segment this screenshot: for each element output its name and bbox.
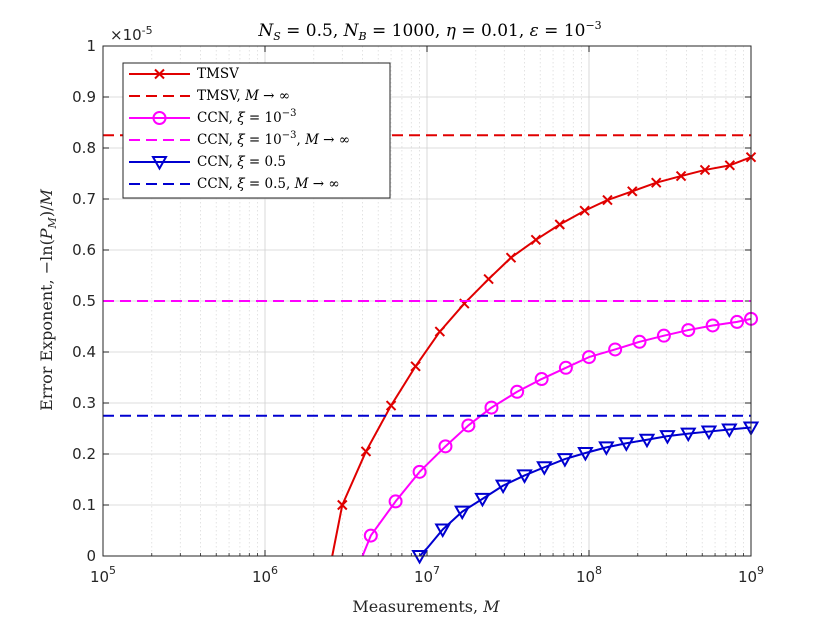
series-4 — [411, 421, 760, 565]
series-2-point-4 — [461, 418, 476, 433]
x-axis-label: Measurements, M — [352, 597, 500, 616]
series-0 — [331, 151, 757, 557]
legend-samples — [129, 68, 190, 185]
y-axis-ticks: 0 0.1 0.2 0.3 0.4 0.5 0.6 0.7 0.8 0.9 1 — [72, 37, 751, 565]
series-2-point-2 — [412, 464, 427, 479]
series-4-point-11 — [638, 433, 656, 449]
y-tick-label: 0 — [86, 547, 96, 565]
legend: TMSV TMSV, M → ∞ CCN, ξ = 10−3 CCN, ξ = … — [122, 62, 391, 199]
series-0-point-7 — [505, 252, 517, 263]
series-2-point-13 — [681, 323, 696, 338]
y-axis-label: Error Exponent, −ln(PM)/M — [37, 189, 59, 411]
series-0-point-10 — [579, 205, 590, 216]
series-0-point-4 — [434, 326, 446, 337]
y-tick-label: 0.3 — [72, 394, 96, 412]
series-0-point-15 — [699, 164, 711, 176]
series-0-point-13 — [651, 177, 662, 188]
series-2-point-5 — [484, 400, 499, 415]
y-tick-label: 1 — [86, 37, 96, 55]
legend-label-ccn-xi-1e-3: CCN, ξ = 10−3 — [197, 108, 296, 126]
x-tick-label: 107 — [414, 564, 440, 586]
series-0-point-9 — [554, 219, 565, 230]
legend-marker-2 — [152, 111, 167, 125]
y-tick-label: 0.5 — [72, 292, 96, 310]
series-4-point-7 — [556, 453, 574, 468]
series-4-point-15 — [721, 423, 738, 439]
series-2 — [361, 311, 758, 557]
legend-box — [122, 62, 391, 199]
series-4-point-10 — [618, 437, 635, 452]
series-0-point-0 — [337, 499, 348, 511]
series-0-point-1 — [360, 446, 372, 457]
legend-label-tmsv: TMSV — [197, 66, 239, 82]
series-0-point-16 — [724, 160, 736, 171]
series-0-point-12 — [627, 186, 638, 197]
x-axis-ticks: 105 106 107 108 109 — [90, 46, 764, 586]
legend-label-ccn-xi-0.5: CCN, ξ = 0.5 — [197, 154, 286, 170]
series-0-point-3 — [410, 361, 421, 372]
series-4-point-1 — [434, 523, 451, 539]
series-2-point-8 — [558, 360, 573, 375]
y-tick-label: 0.2 — [72, 445, 96, 463]
series-4-point-4 — [494, 479, 512, 495]
series-4-point-8 — [577, 446, 594, 462]
series-4-point-9 — [598, 441, 615, 456]
series-4-point-14 — [700, 425, 718, 441]
y-tick-label: 0.4 — [72, 343, 96, 361]
series-4-point-3 — [474, 492, 491, 508]
plot-frame — [102, 45, 752, 557]
series-0-point-2 — [385, 400, 397, 411]
series-0-point-8 — [530, 234, 542, 246]
legend-marker-4 — [151, 156, 168, 171]
series-2-point-12 — [656, 328, 671, 343]
series-2-point-0 — [363, 528, 378, 543]
x-tick-label: 108 — [576, 564, 602, 586]
series-4-point-5 — [516, 469, 533, 484]
series-2-point-6 — [510, 384, 525, 399]
series-2-point-14 — [705, 318, 720, 333]
legend-label-ccn-xi-1e-3-limit: CCN, ξ = 10−3, M → ∞ — [197, 130, 350, 148]
legend-marker-0 — [154, 68, 165, 80]
series-2-point-10 — [608, 342, 623, 357]
y-tick-label: 0.8 — [72, 139, 96, 157]
legend-label-tmsv-limit: TMSV, M → ∞ — [197, 88, 290, 104]
series-2-point-11 — [632, 334, 647, 349]
y-tick-label: 0.1 — [72, 496, 96, 514]
y-multiplier: ×10-5 — [110, 24, 153, 44]
series-2-point-1 — [388, 494, 403, 509]
y-tick-label: 0.9 — [72, 88, 96, 106]
series-2-point-3 — [438, 439, 453, 454]
series-0-point-11 — [602, 194, 613, 206]
x-tick-label: 106 — [252, 564, 278, 586]
series-2-point-9 — [582, 350, 596, 365]
legend-label-ccn-xi-0.5-limit: CCN, ξ = 0.5, M → ∞ — [197, 176, 340, 192]
series-0-point-14 — [675, 170, 687, 182]
series-4-point-13 — [680, 427, 697, 443]
y-tick-label: 0.6 — [72, 241, 96, 259]
x-tick-label: 109 — [738, 564, 764, 586]
series-4-point-2 — [454, 505, 471, 521]
x-tick-label: 105 — [90, 564, 116, 586]
series-4-point-6 — [536, 461, 553, 476]
series-0-point-6 — [483, 273, 494, 285]
y-tick-label: 0.7 — [72, 190, 96, 208]
series-4-point-0 — [411, 550, 428, 565]
chart-title: NS = 0.5, NB = 1000, η = 0.01, ε = 10−3 — [257, 19, 601, 43]
series-4-point-12 — [659, 430, 676, 445]
series-2-point-7 — [534, 372, 549, 387]
series-2-point-15 — [730, 314, 745, 329]
